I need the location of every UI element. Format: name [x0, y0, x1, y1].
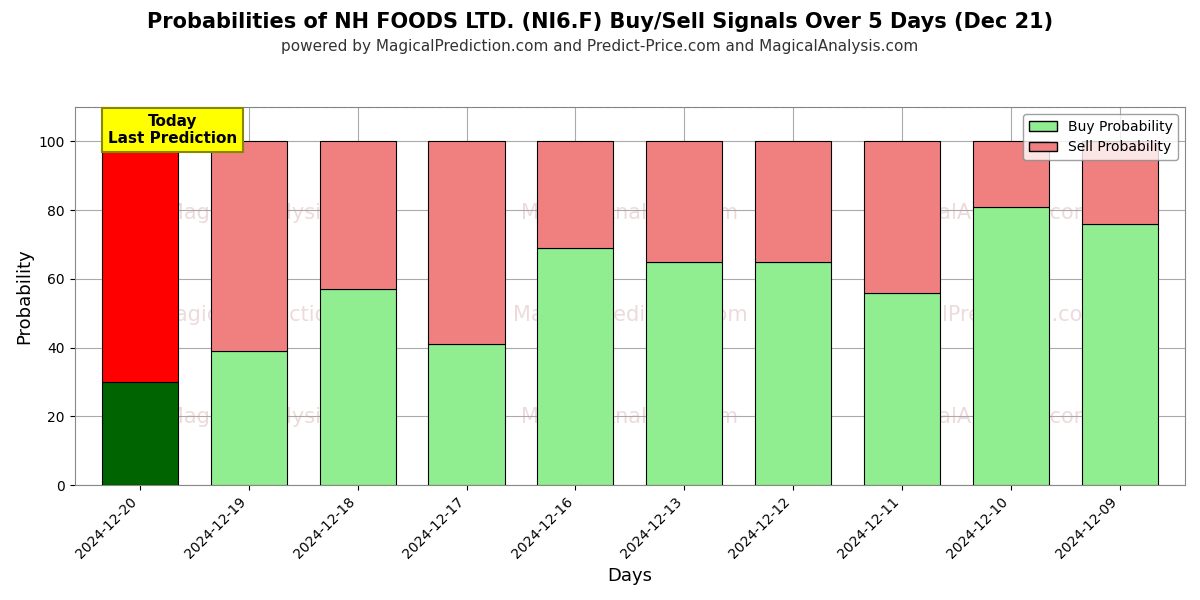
- Bar: [864, 142, 940, 293]
- Bar: [973, 206, 1049, 485]
- Bar: [319, 142, 396, 289]
- Text: MagicalAnalysis.com: MagicalAnalysis.com: [877, 203, 1093, 223]
- Bar: [102, 382, 178, 485]
- Bar: [646, 262, 722, 485]
- Bar: [864, 293, 940, 485]
- Text: MagicalAnalysis.com: MagicalAnalysis.com: [521, 407, 738, 427]
- Bar: [102, 142, 178, 382]
- Bar: [973, 142, 1049, 206]
- Y-axis label: Probability: Probability: [16, 248, 34, 344]
- Legend: Buy Probability, Sell Probability: Buy Probability, Sell Probability: [1024, 114, 1178, 160]
- Bar: [755, 142, 832, 262]
- Bar: [1081, 142, 1158, 224]
- Bar: [211, 351, 287, 485]
- Bar: [538, 248, 613, 485]
- Bar: [319, 289, 396, 485]
- Bar: [538, 142, 613, 248]
- Text: MagicalAnalysis.com: MagicalAnalysis.com: [877, 407, 1093, 427]
- Bar: [428, 142, 505, 344]
- Text: MagicalPrediction.com: MagicalPrediction.com: [512, 305, 748, 325]
- Text: Today
Last Prediction: Today Last Prediction: [108, 114, 238, 146]
- Text: MagicalPrediction.com: MagicalPrediction.com: [157, 305, 392, 325]
- Bar: [211, 142, 287, 351]
- Text: powered by MagicalPrediction.com and Predict-Price.com and MagicalAnalysis.com: powered by MagicalPrediction.com and Pre…: [281, 39, 919, 54]
- Bar: [755, 262, 832, 485]
- X-axis label: Days: Days: [607, 567, 653, 585]
- Bar: [646, 142, 722, 262]
- Text: Probabilities of NH FOODS LTD. (NI6.F) Buy/Sell Signals Over 5 Days (Dec 21): Probabilities of NH FOODS LTD. (NI6.F) B…: [146, 12, 1054, 32]
- Text: MagicalAnalysis.com: MagicalAnalysis.com: [521, 203, 738, 223]
- Text: MagicalAnalysis.com: MagicalAnalysis.com: [166, 203, 383, 223]
- Bar: [1081, 224, 1158, 485]
- Text: MagicalPrediction.com: MagicalPrediction.com: [868, 305, 1103, 325]
- Text: MagicalAnalysis.com: MagicalAnalysis.com: [166, 407, 383, 427]
- Bar: [428, 344, 505, 485]
